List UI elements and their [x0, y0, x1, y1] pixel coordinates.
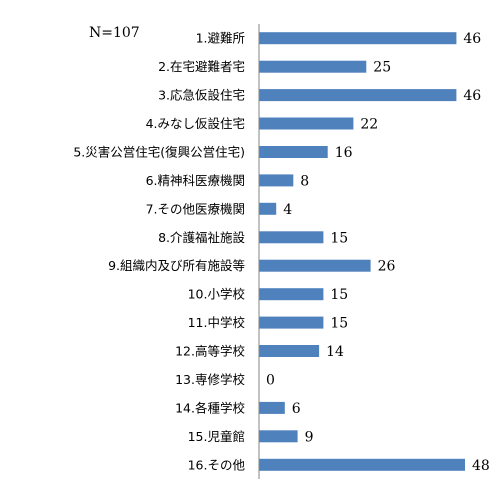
category-label-2: 2.在宅避難者宅	[158, 59, 245, 74]
category-label-10: 10.小学校	[188, 287, 246, 302]
value-label-7: 4	[283, 202, 292, 218]
bar-7	[259, 202, 277, 215]
category-label-7: 7.その他医療機関	[146, 201, 245, 216]
category-label-13: 13.専修学校	[175, 372, 245, 387]
value-label-10: 15	[330, 287, 348, 303]
value-label-15: 9	[305, 429, 314, 445]
value-label-1: 46	[463, 31, 481, 47]
category-label-16: 16.その他	[188, 457, 246, 472]
category-label-9: 9.組織内及び所有施設等	[108, 258, 245, 273]
category-label-6: 6.精神科医療機関	[146, 173, 245, 188]
value-label-6: 8	[300, 173, 309, 189]
value-label-13: 0	[266, 373, 275, 389]
category-labels-group: 1.避難所 2.在宅避難者宅 3.応急仮設住宅 4.みなし仮設住宅 5.災害公営住宅(復…	[73, 31, 245, 473]
bar-2	[259, 60, 367, 73]
category-label-5: 5.災害公営住宅(復興公営住宅)	[73, 145, 245, 160]
bar-16	[259, 458, 465, 471]
bar-6	[259, 174, 294, 187]
value-labels-group: 46 25 46 22 16 84 15 26 15 15 14 0 69 48	[266, 31, 490, 474]
value-label-9: 26	[378, 259, 396, 275]
bars-group	[259, 32, 465, 471]
value-label-14: 6	[292, 401, 301, 417]
bar-4	[259, 117, 354, 130]
bar-12	[259, 345, 320, 357]
value-label-8: 15	[330, 230, 348, 246]
category-label-15: 15.児童館	[188, 429, 245, 444]
bar-15	[259, 430, 298, 443]
value-label-2: 25	[373, 60, 391, 76]
bar-11	[259, 316, 324, 329]
value-label-5: 16	[335, 145, 353, 161]
category-label-12: 12.高等学校	[175, 344, 245, 359]
sample-size-label: N=107	[89, 25, 140, 41]
category-label-3: 3.応急仮設住宅	[158, 88, 245, 103]
category-label-14: 14.各種学校	[175, 400, 245, 415]
value-label-12: 14	[326, 344, 344, 360]
category-label-1: 1.避難所	[196, 31, 245, 46]
bar-5	[259, 146, 328, 158]
bar-8	[259, 231, 324, 244]
bar-14	[259, 401, 285, 414]
category-label-4: 4.みなし仮設住宅	[146, 116, 245, 131]
category-label-8: 8.介護福祉施設	[158, 230, 245, 245]
bar-3	[259, 89, 457, 102]
bar-10	[259, 288, 324, 301]
value-label-16: 48	[472, 458, 490, 474]
category-label-11: 11.中学校	[188, 315, 246, 330]
value-label-4: 22	[360, 117, 378, 133]
value-label-3: 46	[463, 88, 481, 104]
bar-9	[259, 259, 371, 272]
bar-1	[259, 32, 457, 45]
value-label-11: 15	[330, 316, 348, 332]
